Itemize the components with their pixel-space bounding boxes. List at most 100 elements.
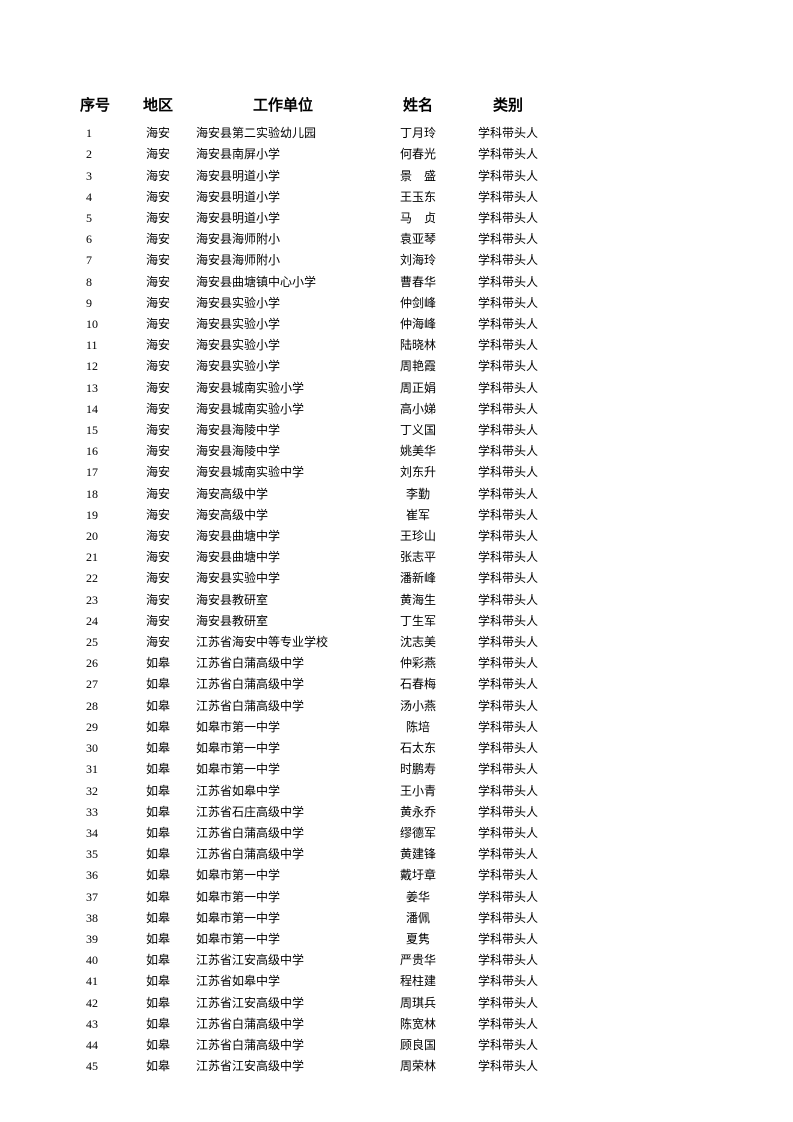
cell-workplace: 如皋市第一中学	[188, 759, 378, 780]
cell-name: 潘新峰	[378, 568, 458, 589]
cell-workplace: 海安县明道小学	[188, 208, 378, 229]
cell-index: 17	[78, 462, 128, 483]
cell-name: 黄永乔	[378, 802, 458, 823]
cell-region: 海安	[128, 166, 188, 187]
cell-category: 学科带头人	[458, 314, 558, 335]
cell-index: 43	[78, 1014, 128, 1035]
table-row: 39如皋如皋市第一中学夏隽学科带头人	[78, 929, 558, 950]
cell-region: 海安	[128, 229, 188, 250]
cell-name: 丁生军	[378, 611, 458, 632]
cell-workplace: 江苏省江安高级中学	[188, 1056, 378, 1077]
cell-workplace: 江苏省江安高级中学	[188, 950, 378, 971]
cell-name: 石太东	[378, 738, 458, 759]
cell-name: 汤小燕	[378, 696, 458, 717]
cell-region: 如皋	[128, 929, 188, 950]
cell-region: 如皋	[128, 908, 188, 929]
cell-region: 海安	[128, 378, 188, 399]
cell-region: 如皋	[128, 950, 188, 971]
cell-workplace: 如皋市第一中学	[188, 929, 378, 950]
table-row: 34如皋江苏省白蒲高级中学缪德军学科带头人	[78, 823, 558, 844]
cell-category: 学科带头人	[458, 420, 558, 441]
cell-region: 海安	[128, 547, 188, 568]
table-row: 16海安海安县海陵中学姚美华学科带头人	[78, 441, 558, 462]
cell-index: 14	[78, 399, 128, 420]
cell-category: 学科带头人	[458, 144, 558, 165]
cell-region: 海安	[128, 590, 188, 611]
cell-region: 如皋	[128, 738, 188, 759]
cell-region: 如皋	[128, 653, 188, 674]
cell-index: 12	[78, 356, 128, 377]
cell-index: 13	[78, 378, 128, 399]
table-row: 22海安海安县实验中学潘新峰学科带头人	[78, 568, 558, 589]
cell-region: 海安	[128, 526, 188, 547]
cell-name: 黄海生	[378, 590, 458, 611]
cell-category: 学科带头人	[458, 908, 558, 929]
cell-region: 海安	[128, 462, 188, 483]
cell-category: 学科带头人	[458, 674, 558, 695]
cell-category: 学科带头人	[458, 399, 558, 420]
cell-index: 29	[78, 717, 128, 738]
table-row: 38如皋如皋市第一中学潘佩学科带头人	[78, 908, 558, 929]
table-row: 9海安海安县实验小学仲剑峰学科带头人	[78, 293, 558, 314]
cell-index: 44	[78, 1035, 128, 1056]
cell-category: 学科带头人	[458, 781, 558, 802]
cell-index: 8	[78, 272, 128, 293]
cell-category: 学科带头人	[458, 441, 558, 462]
cell-name: 陈宽林	[378, 1014, 458, 1035]
table-row: 32如皋江苏省如皋中学王小青学科带头人	[78, 781, 558, 802]
cell-region: 如皋	[128, 759, 188, 780]
table-row: 37如皋如皋市第一中学姜华学科带头人	[78, 887, 558, 908]
cell-region: 如皋	[128, 802, 188, 823]
col-header-workplace: 工作单位	[188, 96, 378, 123]
cell-category: 学科带头人	[458, 802, 558, 823]
cell-region: 如皋	[128, 823, 188, 844]
cell-name: 陆晓林	[378, 335, 458, 356]
col-header-category: 类别	[458, 96, 558, 123]
cell-category: 学科带头人	[458, 759, 558, 780]
cell-name: 张志平	[378, 547, 458, 568]
cell-category: 学科带头人	[458, 929, 558, 950]
cell-name: 仲彩燕	[378, 653, 458, 674]
cell-name: 王玉东	[378, 187, 458, 208]
table-row: 21海安海安县曲塘中学张志平学科带头人	[78, 547, 558, 568]
cell-region: 海安	[128, 208, 188, 229]
cell-workplace: 海安县实验小学	[188, 335, 378, 356]
cell-name: 周琪兵	[378, 993, 458, 1014]
cell-workplace: 海安县第二实验幼儿园	[188, 123, 378, 144]
cell-category: 学科带头人	[458, 717, 558, 738]
cell-name: 刘东升	[378, 462, 458, 483]
cell-workplace: 江苏省白蒲高级中学	[188, 823, 378, 844]
table-row: 24海安海安县教研室丁生军学科带头人	[78, 611, 558, 632]
cell-index: 38	[78, 908, 128, 929]
cell-region: 如皋	[128, 674, 188, 695]
table-row: 25海安江苏省海安中等专业学校沈志美学科带头人	[78, 632, 558, 653]
cell-category: 学科带头人	[458, 272, 558, 293]
cell-index: 24	[78, 611, 128, 632]
cell-region: 海安	[128, 123, 188, 144]
cell-workplace: 如皋市第一中学	[188, 738, 378, 759]
cell-region: 海安	[128, 632, 188, 653]
cell-name: 沈志美	[378, 632, 458, 653]
cell-name: 姜华	[378, 887, 458, 908]
cell-category: 学科带头人	[458, 738, 558, 759]
cell-workplace: 海安县明道小学	[188, 166, 378, 187]
cell-name: 曹春华	[378, 272, 458, 293]
cell-category: 学科带头人	[458, 229, 558, 250]
table-row: 1海安海安县第二实验幼儿园丁月玲学科带头人	[78, 123, 558, 144]
cell-category: 学科带头人	[458, 1056, 558, 1077]
cell-workplace: 江苏省白蒲高级中学	[188, 844, 378, 865]
cell-index: 32	[78, 781, 128, 802]
cell-category: 学科带头人	[458, 1014, 558, 1035]
cell-index: 39	[78, 929, 128, 950]
cell-index: 2	[78, 144, 128, 165]
cell-index: 37	[78, 887, 128, 908]
table-row: 8海安海安县曲塘镇中心小学曹春华学科带头人	[78, 272, 558, 293]
cell-category: 学科带头人	[458, 653, 558, 674]
table-row: 23海安海安县教研室黄海生学科带头人	[78, 590, 558, 611]
cell-index: 26	[78, 653, 128, 674]
col-header-name: 姓名	[378, 96, 458, 123]
cell-workplace: 海安县实验小学	[188, 293, 378, 314]
cell-name: 黄建锋	[378, 844, 458, 865]
cell-region: 海安	[128, 356, 188, 377]
table-row: 45如皋江苏省江安高级中学周荣林学科带头人	[78, 1056, 558, 1077]
